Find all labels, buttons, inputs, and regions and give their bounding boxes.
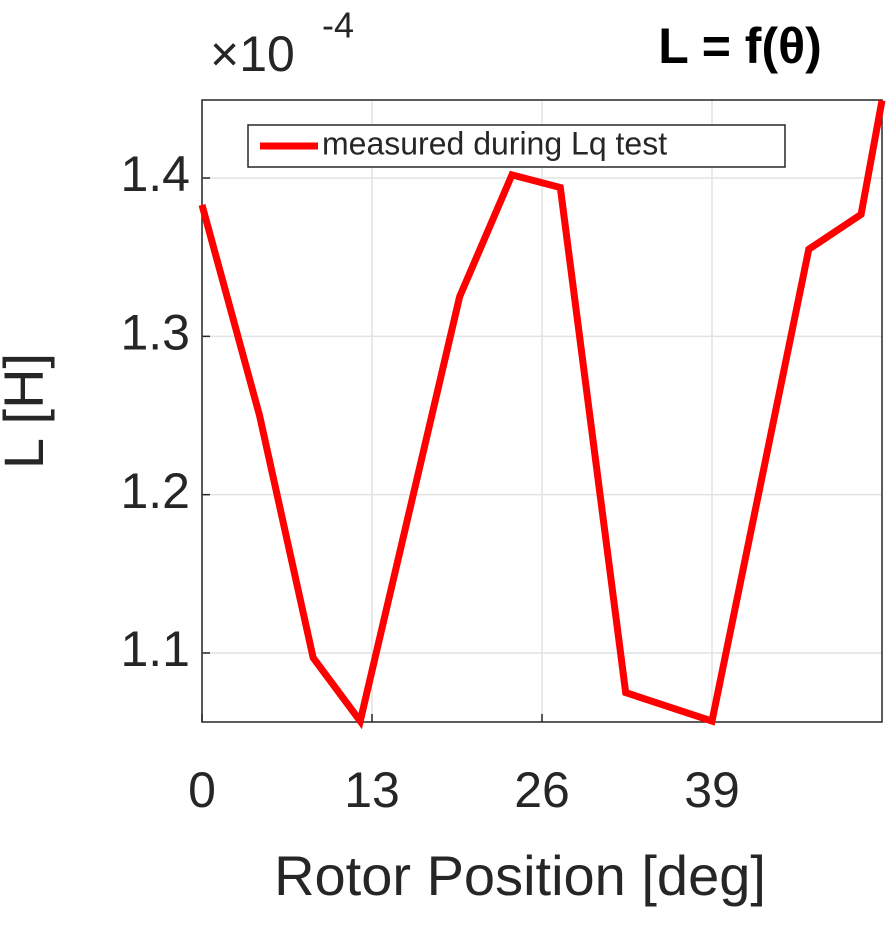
legend-label: measured during Lq test (322, 125, 667, 161)
y-tick-label: 1.4 (120, 146, 190, 202)
x-tick-label: 39 (684, 762, 740, 818)
data-line (198, 99, 886, 730)
y-axis-label: L [H] (0, 353, 55, 469)
chart-title: L = f(θ) (658, 18, 822, 74)
y-multiplier-exponent: -4 (322, 5, 354, 46)
y-tick-label: 1.1 (120, 621, 190, 677)
legend-box (247, 124, 786, 168)
y-tick-label: 1.2 (120, 463, 190, 519)
x-tick-label: 13 (344, 762, 400, 818)
y-multiplier: ×10 (210, 26, 295, 82)
x-axis-label: Rotor Position [deg] (274, 844, 766, 907)
y-tick-label: 1.3 (120, 305, 190, 361)
x-tick-label: 26 (514, 762, 570, 818)
axes-box (201, 99, 883, 723)
x-tick-label: 0 (188, 762, 216, 818)
